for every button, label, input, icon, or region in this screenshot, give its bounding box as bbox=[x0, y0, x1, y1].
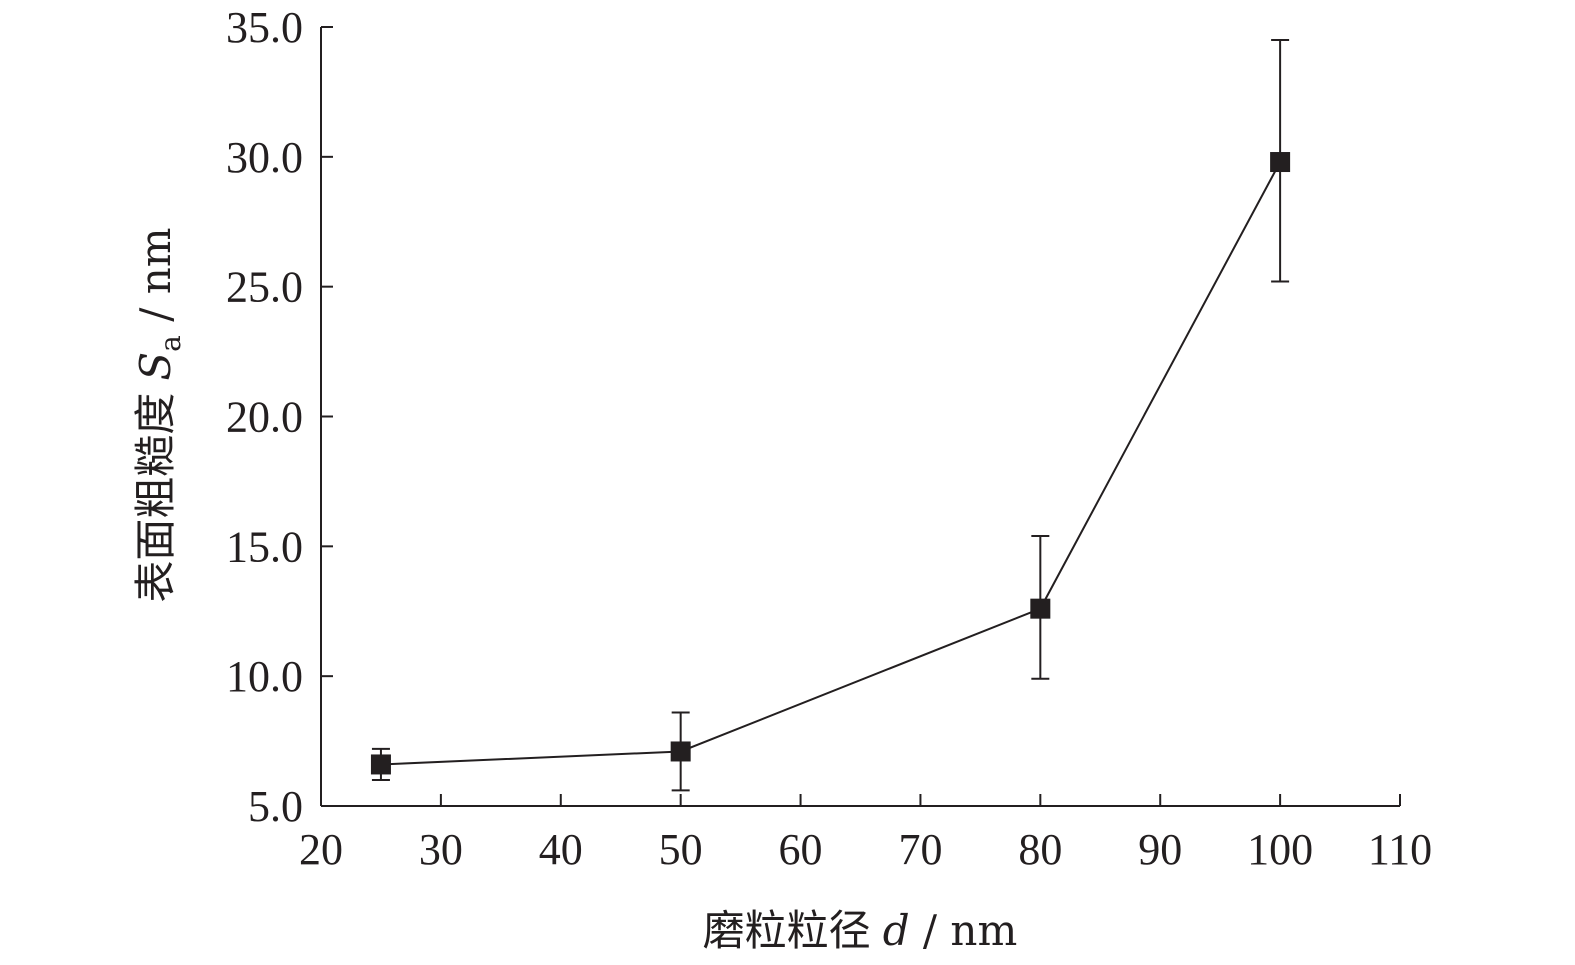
data-point-marker bbox=[1270, 152, 1291, 173]
x-axis-title-unit: / nm bbox=[910, 906, 1018, 955]
x-tick-label: 70 bbox=[898, 825, 942, 874]
x-tick-label: 50 bbox=[659, 825, 703, 874]
y-tick-label: 20.0 bbox=[226, 393, 303, 442]
data-points bbox=[370, 152, 1291, 775]
y-axis-title: 表面粗糙度 Sa / nm bbox=[131, 227, 187, 602]
series-line bbox=[380, 161, 1281, 766]
y-axis-title-subscript: a bbox=[154, 335, 187, 352]
x-tick-label: 30 bbox=[419, 825, 463, 874]
data-point-marker bbox=[670, 741, 691, 762]
y-tick-label: 5.0 bbox=[248, 782, 303, 831]
y-tick-label: 15.0 bbox=[226, 522, 303, 571]
x-tick-label: 20 bbox=[299, 825, 343, 874]
x-tick-label: 100 bbox=[1247, 825, 1313, 874]
tick-labels: 20 30 40 50 60 70 80 90 100 110 5.0 10.0 15.0 20.0 25.… bbox=[226, 3, 1432, 874]
x-tick-label: 80 bbox=[1018, 825, 1062, 874]
y-tick-label: 25.0 bbox=[226, 263, 303, 312]
y-axis-title-unit: / nm bbox=[131, 227, 180, 335]
x-axis-title-symbol: d bbox=[883, 906, 910, 955]
ticks bbox=[320, 26, 1401, 807]
y-tick-label: 10.0 bbox=[226, 652, 303, 701]
x-tick-label: 60 bbox=[779, 825, 823, 874]
data-point-marker bbox=[370, 754, 391, 775]
x-axis-title-text: 磨粒粒径 bbox=[703, 906, 871, 955]
x-tick-label: 110 bbox=[1368, 825, 1432, 874]
y-tick-label: 30.0 bbox=[226, 133, 303, 182]
error-bars bbox=[371, 38, 1290, 792]
y-axis-title-symbol: S bbox=[131, 352, 180, 381]
x-axis-title: 磨粒粒径 d / nm bbox=[703, 906, 1018, 955]
x-tick-label: 90 bbox=[1138, 825, 1182, 874]
y-axis-title-text: 表面粗糙度 bbox=[131, 393, 180, 603]
data-point-marker bbox=[1030, 598, 1051, 619]
axes bbox=[320, 27, 1400, 807]
y-tick-label: 35.0 bbox=[226, 3, 303, 52]
x-tick-label: 40 bbox=[539, 825, 583, 874]
